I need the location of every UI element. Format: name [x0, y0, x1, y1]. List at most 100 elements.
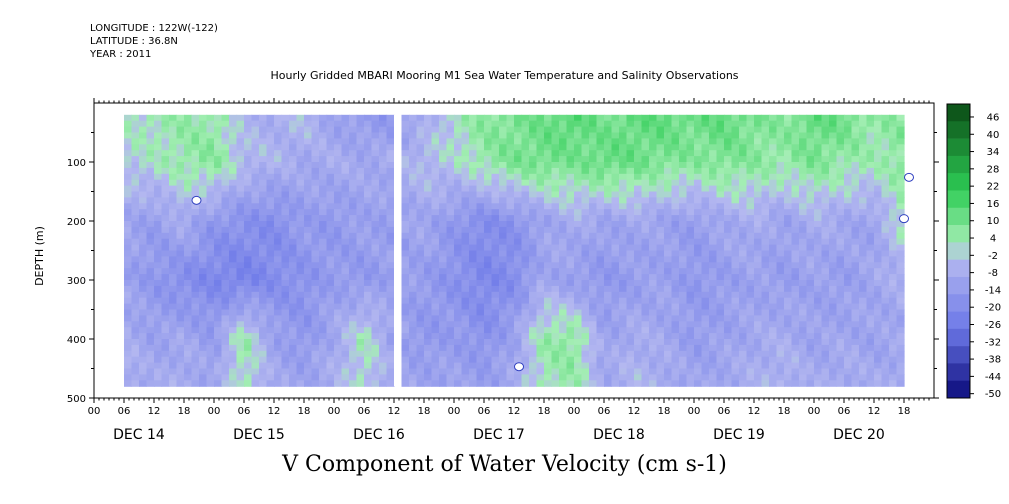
heatmap-cell	[866, 203, 875, 210]
heatmap-cell	[416, 167, 425, 175]
heatmap-cell	[529, 256, 538, 263]
heatmap-cell	[274, 380, 283, 387]
heatmap-cell	[401, 162, 410, 169]
heatmap-cell	[296, 333, 305, 340]
heatmap-cell	[551, 209, 560, 216]
heatmap-cell	[476, 268, 485, 275]
heatmap-cell	[424, 380, 433, 387]
heatmap-cell	[536, 138, 545, 145]
heatmap-cell	[131, 339, 140, 346]
heatmap-cell	[326, 268, 335, 275]
heatmap-cell	[589, 209, 598, 216]
heatmap-cell	[274, 232, 283, 240]
heatmap-cell	[604, 303, 613, 311]
heatmap-cell	[881, 132, 890, 139]
heatmap-cell	[859, 350, 868, 358]
heatmap-cell	[274, 156, 283, 163]
heatmap-cell	[139, 374, 148, 381]
heatmap-cell	[784, 291, 793, 299]
heatmap-cell	[814, 197, 823, 204]
heatmap-cell	[311, 179, 320, 187]
heatmap-cell	[889, 374, 898, 381]
heatmap-cell	[626, 256, 635, 263]
heatmap-cell	[559, 274, 568, 281]
heatmap-cell	[259, 114, 268, 122]
heatmap-cell	[889, 327, 898, 334]
heatmap-cell	[514, 356, 523, 364]
heatmap-cell	[221, 173, 230, 181]
heatmap-cell	[341, 226, 350, 234]
heatmap-cell	[536, 215, 545, 222]
heatmap-cell	[881, 250, 890, 257]
heatmap-cell	[776, 209, 785, 216]
heatmap-cell	[581, 138, 590, 145]
heatmap-cell	[214, 232, 223, 240]
heatmap-cell	[356, 150, 365, 157]
heatmap-cell	[791, 215, 800, 222]
heatmap-cell	[416, 203, 425, 210]
heatmap-cell	[596, 380, 605, 387]
heatmap-cell	[754, 333, 763, 340]
heatmap-cell	[844, 150, 853, 157]
heatmap-cell	[649, 238, 658, 246]
heatmap-cell	[206, 368, 215, 375]
heatmap-cell	[506, 315, 515, 322]
heatmap-cell	[446, 132, 455, 139]
heatmap-cell	[454, 232, 463, 240]
heatmap-cell	[836, 221, 845, 228]
heatmap-cell	[716, 256, 725, 263]
heatmap-cell	[589, 362, 598, 370]
heatmap-cell	[551, 262, 560, 269]
year-label: YEAR : 2011	[90, 49, 152, 60]
heatmap-cell	[334, 344, 343, 352]
heatmap-cell	[206, 150, 215, 157]
heatmap-cell	[439, 215, 448, 222]
heatmap-cell	[281, 327, 290, 334]
time-gap	[394, 114, 399, 387]
heatmap-cell	[739, 374, 748, 381]
heatmap-cell	[311, 380, 320, 387]
heatmap-cell	[461, 132, 470, 139]
heatmap-cell	[829, 150, 838, 157]
heatmap-cell	[791, 132, 800, 139]
heatmap-cell	[574, 238, 583, 246]
heatmap-cell	[589, 303, 598, 311]
heatmap-cell	[649, 280, 658, 287]
heatmap-cell	[139, 167, 148, 175]
heatmap-cell	[724, 380, 733, 387]
heatmap-cell	[836, 144, 845, 151]
heatmap-cell	[139, 191, 148, 198]
heatmap-cell	[589, 380, 598, 387]
heatmap-cell	[124, 368, 133, 375]
heatmap-cell	[694, 126, 703, 134]
heatmap-cell	[349, 144, 358, 151]
heatmap-cell	[221, 221, 230, 228]
heatmap-cell	[191, 185, 200, 193]
heatmap-cell	[424, 291, 433, 299]
heatmap-cell	[874, 315, 883, 322]
heatmap-cell	[581, 262, 590, 269]
heatmap-cell	[251, 191, 260, 198]
heatmap-cell	[724, 262, 733, 269]
heatmap-cell	[776, 191, 785, 198]
heatmap-cell	[634, 315, 643, 322]
heatmap-cell	[641, 179, 650, 187]
heatmap-cell	[686, 350, 695, 358]
heatmap-cell	[821, 185, 830, 193]
heatmap-cell	[769, 226, 778, 234]
heatmap-cell	[844, 362, 853, 370]
heatmap-cell	[709, 315, 718, 322]
heatmap-cell	[326, 321, 335, 328]
heatmap-cell	[289, 144, 298, 151]
heatmap-cell	[694, 374, 703, 381]
heatmap-cell	[281, 150, 290, 157]
heatmap-cell	[559, 162, 568, 169]
heatmap-cell	[491, 162, 500, 169]
heatmap-cell	[634, 226, 643, 234]
heatmap-cell	[701, 185, 710, 193]
heatmap-cell	[386, 333, 395, 340]
heatmap-cell	[446, 221, 455, 228]
heatmap-cell	[874, 209, 883, 216]
heatmap-cell	[326, 297, 335, 305]
heatmap-cell	[146, 173, 155, 181]
